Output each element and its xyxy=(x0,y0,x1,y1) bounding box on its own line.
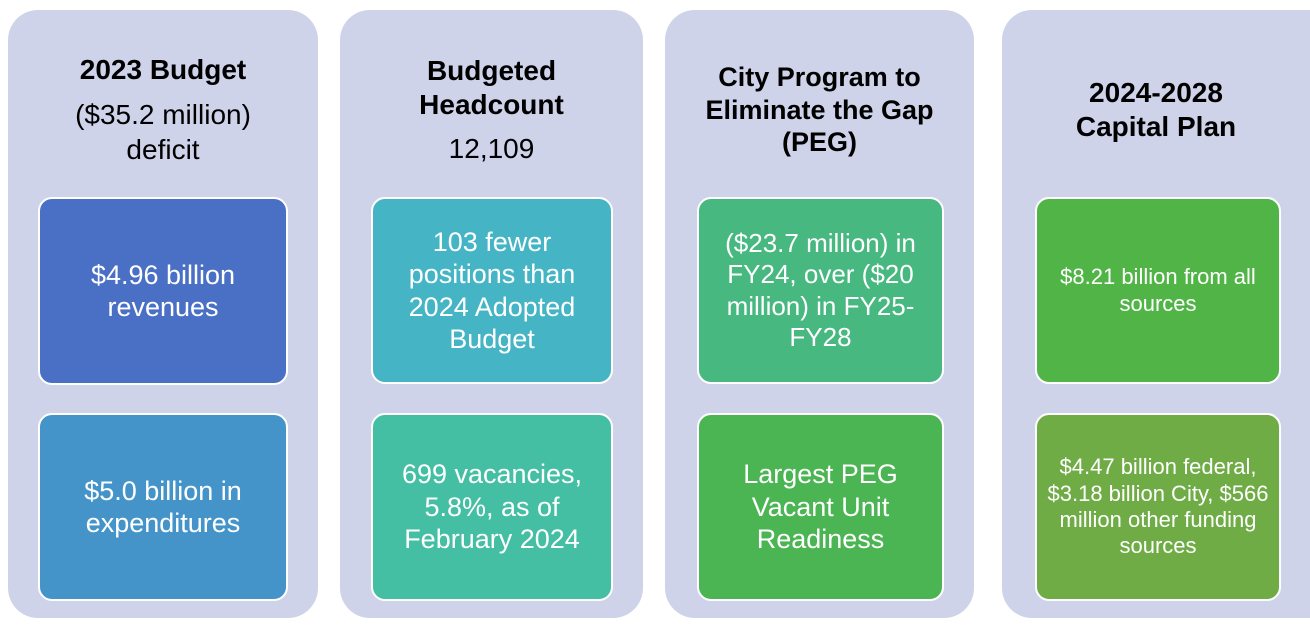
info-box: $8.21 billion from all sources xyxy=(1035,197,1281,384)
column: Budgeted Headcount 12,109 103 fewer posi… xyxy=(340,10,643,618)
info-box: $5.0 billion in expenditures xyxy=(38,413,288,601)
info-box: 103 fewer positions than 2024 Adopted Bu… xyxy=(371,197,613,384)
column: 2024-2028 Capital Plan $8.21 billion fro… xyxy=(1002,10,1310,618)
info-box: $4.47 billion federal, $3.18 billion Cit… xyxy=(1035,413,1281,601)
column-subtitle: 12,109 xyxy=(448,133,535,165)
column-subtitle: ($35.2 million) deficit xyxy=(75,98,251,165)
column-header: 2023 Budget ($35.2 million) deficit xyxy=(18,25,308,195)
column-header: 2024-2028 Capital Plan xyxy=(1012,25,1300,195)
column: City Program to Eliminate the Gap (PEG) … xyxy=(665,10,974,618)
column: 2023 Budget ($35.2 million) deficit $4.9… xyxy=(8,10,318,618)
column-title: City Program to Eliminate the Gap (PEG) xyxy=(705,62,934,158)
info-box: ($23.7 million) in FY24, over ($20 milli… xyxy=(697,197,944,384)
column-title: Budgeted Headcount xyxy=(419,54,564,120)
column-header: Budgeted Headcount 12,109 xyxy=(350,25,633,195)
column-title: 2024-2028 Capital Plan xyxy=(1075,77,1237,142)
info-box: Largest PEG Vacant Unit Readiness xyxy=(697,413,944,601)
column-title: 2023 Budget xyxy=(79,54,247,86)
info-box: 699 vacancies, 5.8%, as of February 2024 xyxy=(371,413,613,601)
column-header: City Program to Eliminate the Gap (PEG) xyxy=(675,25,964,195)
info-box: $4.96 billion revenues xyxy=(38,197,288,385)
